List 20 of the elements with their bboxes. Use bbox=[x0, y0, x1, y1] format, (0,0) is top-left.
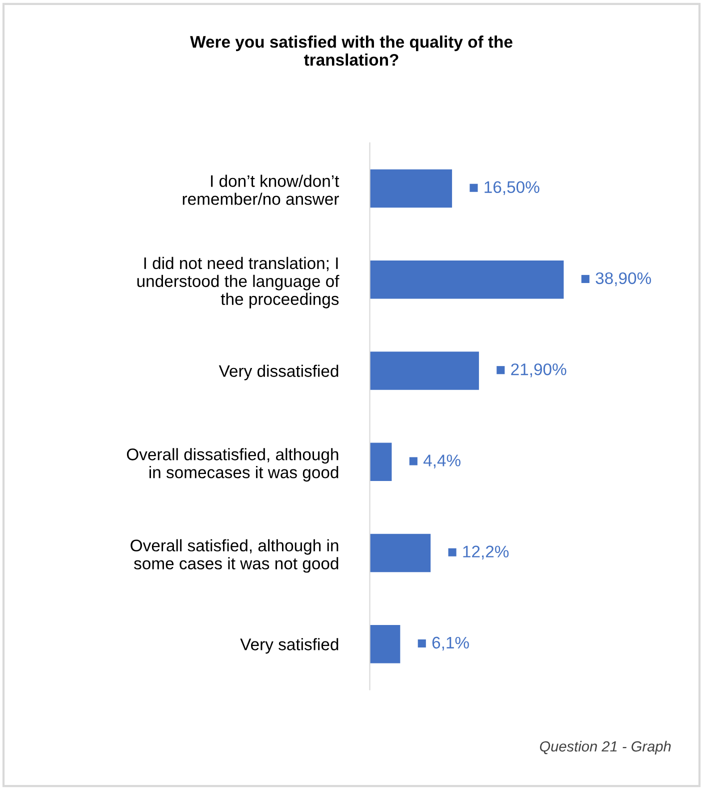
data-label: ■ 6,1% bbox=[418, 636, 469, 651]
chart-title: Were you satisfied with the quality of the translation? bbox=[190, 36, 512, 66]
y-tick-label: Overall dissatisfied, although in somecases it was good bbox=[126, 448, 338, 482]
y-tick-label: Very satisfied bbox=[240, 638, 338, 654]
y-tick-label: I did not need translation; I understood the language of the proceedings bbox=[137, 256, 340, 308]
bar bbox=[370, 169, 452, 208]
bar bbox=[370, 534, 431, 572]
y-tick-label: Overall satisfied, although in some cases it was not good bbox=[130, 539, 338, 573]
bar bbox=[370, 260, 564, 299]
data-label: ■ 12,2% bbox=[448, 546, 509, 560]
data-label: ■ 16,50% bbox=[470, 181, 540, 195]
data-label: ■ 38,90% bbox=[581, 272, 652, 286]
data-label: ■ 4,4% bbox=[409, 454, 460, 468]
bar bbox=[370, 352, 479, 390]
bar bbox=[370, 624, 400, 664]
bar bbox=[370, 442, 392, 482]
y-tick-label: I don’t know/don’t remember/no answer bbox=[182, 174, 340, 205]
text: Question 21 - Graph bbox=[540, 740, 671, 754]
y-tick-label: Very dissatisfied bbox=[218, 364, 338, 380]
data-label: ■ 21,90% bbox=[496, 363, 566, 378]
